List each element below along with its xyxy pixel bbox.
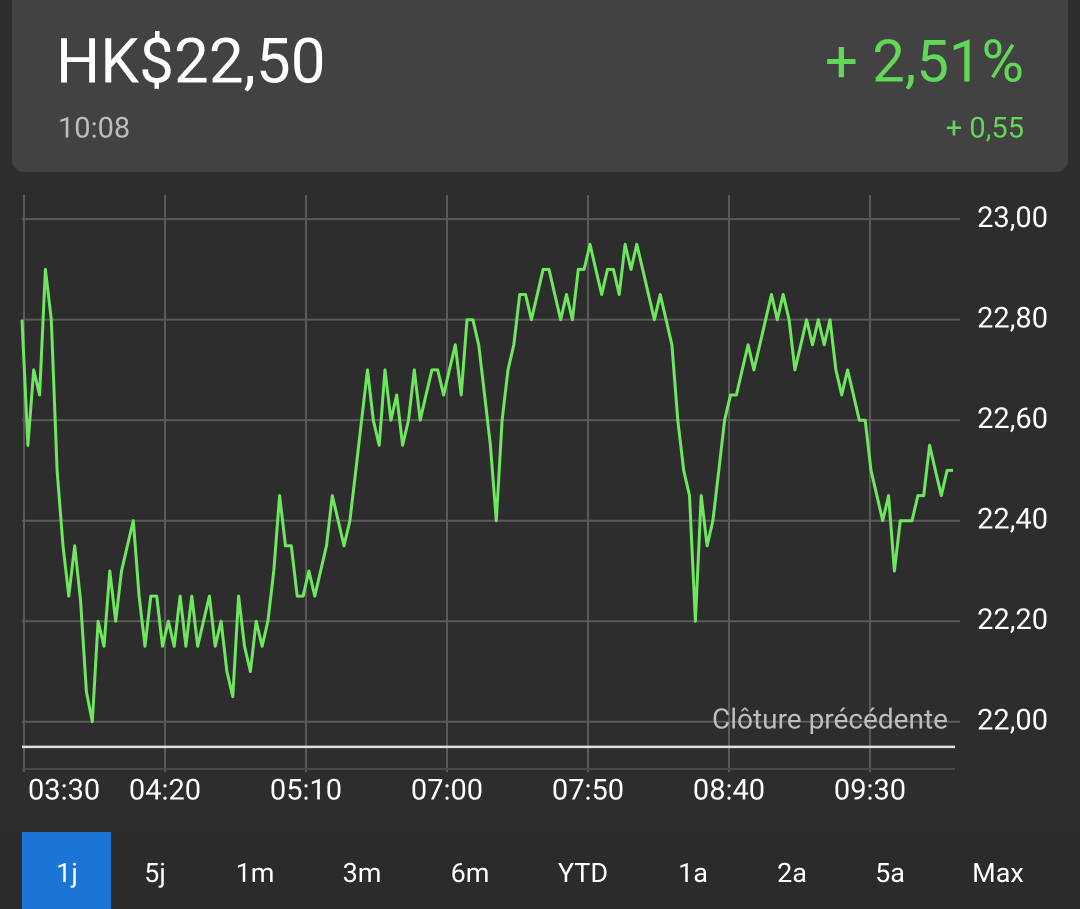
price: HK$22,50 [56, 25, 326, 98]
tab-bar [0, 832, 1080, 909]
x-tick-label: 07:50 [552, 774, 624, 808]
range-tab[interactable]: 1j [56, 857, 78, 889]
y-tick-label: 22,40 [977, 502, 1048, 536]
x-tick-label: 05:10 [270, 774, 342, 808]
y-tick-label: 23,00 [977, 201, 1048, 235]
quote-card [12, 0, 1068, 172]
range-tab[interactable]: 3m [343, 857, 382, 889]
y-tick-label: 22,80 [977, 301, 1048, 335]
range-tab[interactable]: 1m [236, 857, 275, 889]
range-tab[interactable]: YTD [558, 857, 608, 889]
change-value: + 0,55 [946, 112, 1024, 146]
range-tab[interactable]: 5a [875, 857, 905, 889]
x-tick-label: 04:20 [129, 774, 201, 808]
x-tick-label: 03:30 [28, 774, 100, 808]
change-percent: + 2,51% [825, 28, 1024, 96]
y-tick-label: 22,60 [977, 402, 1048, 436]
y-tick-label: 22,00 [977, 703, 1048, 737]
x-tick-label: 07:00 [411, 774, 483, 808]
range-tab[interactable]: 2a [777, 857, 807, 889]
price-line [20, 242, 953, 724]
reference-label: Clôture précédente [712, 702, 948, 735]
range-tab[interactable]: Max [972, 857, 1024, 889]
tab-selected-bg [22, 832, 111, 909]
range-tab[interactable]: 1a [678, 857, 708, 889]
x-tick-label: 08:40 [693, 774, 765, 808]
tabs: 1j 5j 1m 3m 6m YTD 1a 2a 5a Max [22, 832, 1024, 909]
x-tick-label: 09:30 [834, 774, 906, 808]
quote-time: 10:08 [58, 112, 130, 146]
y-tick-label: 22,20 [977, 603, 1048, 637]
range-tab[interactable]: 6m [451, 857, 490, 889]
chart: 03:30 04:20 05:10 07:00 07:50 08:40 09:30 22,00… [20, 195, 1048, 808]
range-tab[interactable]: 5j [144, 857, 166, 889]
